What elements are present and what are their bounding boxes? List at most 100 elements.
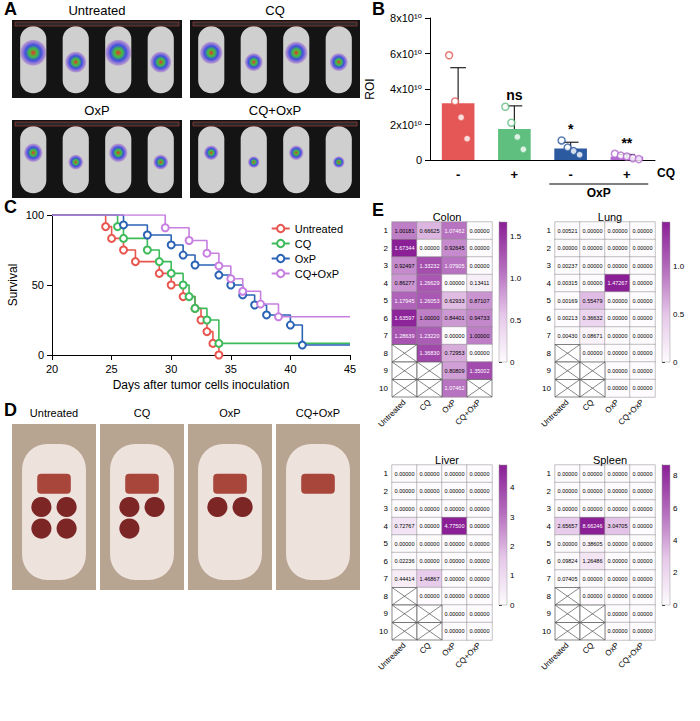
- svg-text:1.35002: 1.35002: [470, 368, 490, 374]
- svg-text:6x10¹⁰: 6x10¹⁰: [390, 48, 423, 60]
- svg-text:CQ+OxP: CQ+OxP: [295, 268, 339, 280]
- svg-text:0.00000: 0.00000: [470, 523, 490, 529]
- svg-text:0.00000: 0.00000: [583, 471, 603, 477]
- svg-text:Untreated: Untreated: [68, 3, 125, 18]
- svg-text:0.36632: 0.36632: [583, 315, 603, 321]
- svg-text:1.0: 1.0: [510, 274, 522, 283]
- svg-text:A: A: [4, 0, 17, 19]
- svg-text:0.00000: 0.00000: [470, 245, 490, 251]
- svg-text:0: 0: [416, 154, 422, 166]
- svg-text:OxP: OxP: [587, 186, 611, 200]
- svg-text:0.00000: 0.00000: [558, 541, 578, 547]
- svg-text:1.07462: 1.07462: [445, 228, 465, 234]
- svg-text:Untreated: Untreated: [377, 398, 408, 429]
- svg-text:0.00000: 0.00000: [633, 315, 653, 321]
- svg-text:0.00000: 0.00000: [445, 333, 465, 339]
- svg-text:0.00000: 0.00000: [558, 245, 578, 251]
- svg-text:6: 6: [547, 314, 552, 323]
- svg-text:1.63597: 1.63597: [395, 315, 415, 321]
- svg-text:0.86277: 0.86277: [395, 280, 415, 286]
- svg-text:4: 4: [384, 279, 389, 288]
- svg-text:B: B: [372, 0, 385, 19]
- svg-text:0.00000: 0.00000: [608, 488, 628, 494]
- svg-text:50: 50: [32, 279, 44, 291]
- svg-text:45: 45: [344, 363, 356, 375]
- svg-text:CQ: CQ: [581, 641, 596, 656]
- svg-text:0.00000: 0.00000: [470, 628, 490, 634]
- svg-text:C: C: [4, 197, 17, 217]
- svg-text:0.92497: 0.92497: [395, 263, 415, 269]
- svg-text:1.26053: 1.26053: [420, 298, 440, 304]
- svg-text:8: 8: [384, 349, 389, 358]
- svg-text:0.55479: 0.55479: [583, 298, 603, 304]
- svg-text:0.94733: 0.94733: [470, 315, 490, 321]
- svg-text:0.00000: 0.00000: [445, 628, 465, 634]
- svg-text:7: 7: [384, 331, 389, 340]
- svg-text:OxP: OxP: [84, 103, 109, 118]
- svg-text:0.72953: 0.72953: [445, 350, 465, 356]
- svg-text:3: 3: [384, 261, 389, 270]
- svg-text:0.00000: 0.00000: [608, 228, 628, 234]
- svg-text:10: 10: [542, 384, 551, 393]
- svg-text:4: 4: [547, 522, 552, 531]
- svg-text:0.07405: 0.07405: [558, 576, 578, 582]
- svg-text:0.00000: 0.00000: [633, 263, 653, 269]
- svg-text:0.00000: 0.00000: [583, 593, 603, 599]
- svg-text:0.13411: 0.13411: [470, 280, 489, 286]
- svg-text:Untreated: Untreated: [295, 223, 343, 235]
- svg-text:CQ: CQ: [134, 407, 151, 419]
- svg-text:0: 0: [673, 601, 678, 610]
- svg-text:CQ+OxP: CQ+OxP: [296, 407, 340, 419]
- svg-text:0.00000: 0.00000: [420, 245, 440, 251]
- svg-text:0.02236: 0.02236: [395, 558, 415, 564]
- svg-text:0.00000: 0.00000: [608, 350, 628, 356]
- svg-text:0.00000: 0.00000: [470, 506, 490, 512]
- svg-text:Survival: Survival: [6, 264, 20, 307]
- svg-text:10: 10: [379, 384, 388, 393]
- svg-text:OxP: OxP: [603, 398, 620, 415]
- svg-text:0.38605: 0.38605: [583, 541, 603, 547]
- svg-text:0.00000: 0.00000: [445, 593, 465, 599]
- svg-text:1.33232: 1.33232: [420, 263, 440, 269]
- svg-text:1.28639: 1.28639: [395, 333, 415, 339]
- svg-text:Lung: Lung: [598, 211, 622, 223]
- svg-text:0.72767: 0.72767: [395, 523, 415, 529]
- svg-text:2.65657: 2.65657: [558, 523, 578, 529]
- svg-text:8: 8: [547, 592, 552, 601]
- svg-text:1.00000: 1.00000: [420, 315, 440, 321]
- svg-text:1.5: 1.5: [510, 232, 522, 241]
- svg-text:1.36830: 1.36830: [420, 350, 440, 356]
- svg-text:2: 2: [673, 568, 678, 577]
- svg-text:0.00000: 0.00000: [445, 280, 465, 286]
- svg-text:4x10¹⁰: 4x10¹⁰: [390, 83, 423, 95]
- svg-text:4.77500: 4.77500: [445, 523, 465, 529]
- svg-text:0.00000: 0.00000: [470, 488, 490, 494]
- svg-text:0.00169: 0.00169: [558, 298, 578, 304]
- svg-text:2: 2: [510, 542, 515, 551]
- svg-text:0.00000: 0.00000: [633, 628, 653, 634]
- svg-text:0.00000: 0.00000: [633, 506, 653, 512]
- svg-text:1.26629: 1.26629: [420, 280, 440, 286]
- svg-text:0.00000: 0.00000: [583, 488, 603, 494]
- svg-text:9: 9: [547, 609, 552, 618]
- svg-text:+: +: [511, 167, 519, 182]
- svg-text:0.00000: 0.00000: [445, 611, 465, 617]
- svg-text:2: 2: [547, 487, 552, 496]
- svg-text:1.47267: 1.47267: [608, 280, 628, 286]
- svg-text:4: 4: [547, 279, 552, 288]
- svg-text:OxP: OxP: [440, 398, 457, 415]
- svg-text:1.23220: 1.23220: [420, 333, 440, 339]
- svg-text:2x10¹⁰: 2x10¹⁰: [390, 119, 423, 131]
- svg-text:CQ: CQ: [295, 238, 312, 250]
- svg-text:0.00000: 0.00000: [445, 558, 465, 564]
- svg-text:ns: ns: [506, 87, 523, 103]
- svg-text:0.00000: 0.00000: [633, 228, 653, 234]
- svg-text:20: 20: [46, 363, 58, 375]
- svg-text:0.00000: 0.00000: [583, 228, 603, 234]
- svg-text:0.00000: 0.00000: [470, 558, 490, 564]
- svg-text:0.00000: 0.00000: [633, 558, 653, 564]
- svg-text:CQ: CQ: [418, 398, 433, 413]
- svg-text:CQ: CQ: [581, 398, 596, 413]
- svg-text:0.00521: 0.00521: [558, 228, 578, 234]
- svg-text:-: -: [456, 167, 460, 182]
